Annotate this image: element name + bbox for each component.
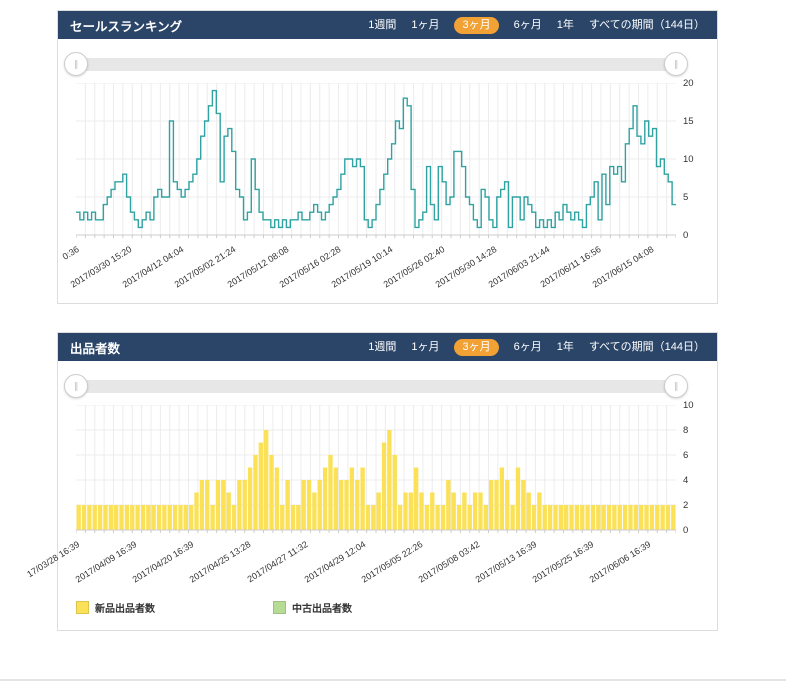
panel-title: セールスランキング [70,19,183,34]
seller-chart-area: ∥ ∥ 0 2 4 6 8 10 17/03/28 16:39 2017/04/09 16:… [25,374,717,618]
period-all-button[interactable]: すべての期間（144日） [588,18,705,31]
legend-item-used-sellers: 中古出品者数 [273,600,352,615]
period-6month-button[interactable]: 6ヶ月 [513,340,542,353]
range-slider-track[interactable] [76,380,676,393]
range-slider-left-handle[interactable]: ∥ [64,52,88,76]
period-1year-button[interactable]: 1年 [556,18,574,31]
period-3month-button[interactable]: 3ヶ月 [454,16,499,34]
period-1month-button[interactable]: 1ヶ月 [411,340,440,353]
sales-chart-y-axis: 0 5 10 15 20 [683,78,694,241]
panel-title: 出品者数 [70,341,121,356]
sales-step-line-chart [76,83,676,239]
period-6month-button[interactable]: 6ヶ月 [513,18,542,31]
period-1week-button[interactable]: 1週間 [368,18,397,31]
page-bottom-edge [0,679,786,681]
legend-item-new-sellers: 新品出品者数 [76,600,155,615]
chart-legend: 新品出品者数 中古出品者数 [76,588,717,618]
new-sellers-swatch-icon [76,600,89,614]
legend-label: 中古出品者数 [292,603,352,615]
range-slider: ∥ ∥ [64,52,688,77]
period-1week-button[interactable]: 1週間 [368,340,397,353]
range-slider-left-handle[interactable]: ∥ [64,374,88,398]
period-nav: 1週間 1ヶ月 3ヶ月 6ヶ月 1年 すべての期間（144日） [368,338,705,356]
used-sellers-swatch-icon [273,600,286,614]
period-nav: 1週間 1ヶ月 3ヶ月 6ヶ月 1年 すべての期間（144日） [368,16,705,34]
seller-count-panel: 出品者数 1週間 1ヶ月 3ヶ月 6ヶ月 1年 すべての期間（144日） ∥ ∥… [25,332,718,631]
range-slider-right-handle[interactable]: ∥ [664,374,688,398]
legend-label: 新品出品者数 [95,603,155,615]
period-1month-button[interactable]: 1ヶ月 [411,18,440,31]
range-slider-track[interactable] [76,58,676,71]
sales-chart-x-axis: 0:36 2017/03/30 15:20 2017/04/12 04:04 2017… [61,244,656,290]
sales-chart-area: ∥ ∥ 0 5 10 15 20 0:36 2017/03/30 15:20 2017/04… [58,52,717,299]
period-3month-button[interactable]: 3ヶ月 [454,338,499,356]
range-slider-right-handle[interactable]: ∥ [664,52,688,76]
range-slider: ∥ ∥ [64,374,688,399]
seller-bar-chart [76,405,676,534]
period-all-button[interactable]: すべての期間（144日） [588,340,705,353]
seller-count-header: 出品者数 1週間 1ヶ月 3ヶ月 6ヶ月 1年 すべての期間（144日） [58,333,717,361]
sales-ranking-header: セールスランキング 1週間 1ヶ月 3ヶ月 6ヶ月 1年 すべての期間（144日… [58,11,717,39]
period-1year-button[interactable]: 1年 [556,340,574,353]
seller-chart-x-axis: 17/03/28 16:39 2017/04/09 16:39 2017/04/20… [25,539,653,585]
sales-ranking-panel: セールスランキング 1週間 1ヶ月 3ヶ月 6ヶ月 1年 すべての期間（144日… [57,10,718,304]
seller-chart-y-axis: 0 2 4 6 8 10 [683,400,694,536]
